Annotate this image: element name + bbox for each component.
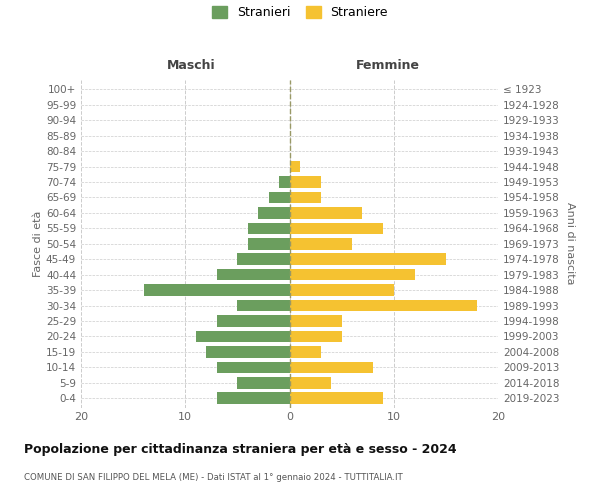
Bar bbox=[290, 269, 415, 280]
Bar bbox=[217, 269, 290, 280]
Bar bbox=[290, 300, 477, 312]
Bar bbox=[248, 238, 290, 250]
Bar bbox=[196, 330, 290, 342]
Text: Popolazione per cittadinanza straniera per età e sesso - 2024: Popolazione per cittadinanza straniera p… bbox=[24, 442, 457, 456]
Text: Maschi: Maschi bbox=[167, 59, 216, 72]
Bar bbox=[290, 284, 394, 296]
Bar bbox=[238, 254, 290, 265]
Bar bbox=[217, 362, 290, 373]
Y-axis label: Fasce di età: Fasce di età bbox=[33, 210, 43, 277]
Bar bbox=[238, 300, 290, 312]
Bar bbox=[290, 238, 352, 250]
Bar bbox=[143, 284, 290, 296]
Bar bbox=[217, 392, 290, 404]
Legend: Stranieri, Straniere: Stranieri, Straniere bbox=[212, 6, 388, 19]
Bar bbox=[258, 207, 290, 218]
Bar bbox=[290, 330, 341, 342]
Bar bbox=[290, 192, 321, 203]
Bar bbox=[290, 254, 446, 265]
Bar bbox=[290, 222, 383, 234]
Bar bbox=[290, 346, 321, 358]
Text: Femmine: Femmine bbox=[355, 59, 419, 72]
Bar bbox=[290, 160, 300, 172]
Bar bbox=[290, 392, 383, 404]
Bar bbox=[248, 222, 290, 234]
Bar bbox=[290, 207, 362, 218]
Bar bbox=[279, 176, 290, 188]
Bar bbox=[269, 192, 290, 203]
Bar bbox=[206, 346, 290, 358]
Bar bbox=[290, 362, 373, 373]
Text: COMUNE DI SAN FILIPPO DEL MELA (ME) - Dati ISTAT al 1° gennaio 2024 - TUTTITALIA: COMUNE DI SAN FILIPPO DEL MELA (ME) - Da… bbox=[24, 472, 403, 482]
Bar bbox=[217, 315, 290, 327]
Y-axis label: Anni di nascita: Anni di nascita bbox=[565, 202, 575, 285]
Bar bbox=[290, 176, 321, 188]
Bar bbox=[238, 377, 290, 388]
Bar bbox=[290, 315, 341, 327]
Bar bbox=[290, 377, 331, 388]
